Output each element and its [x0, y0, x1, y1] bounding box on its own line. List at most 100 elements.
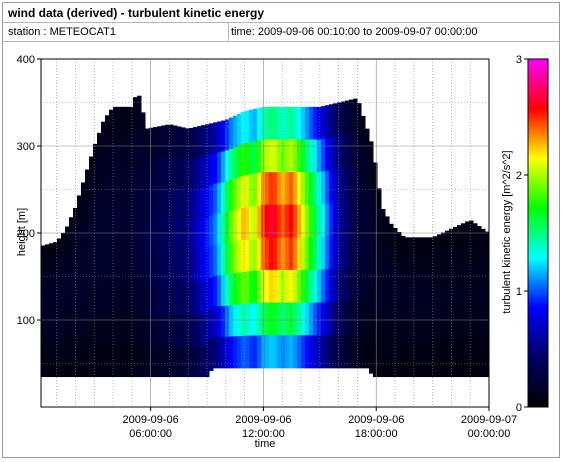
heatmap-cell — [249, 141, 254, 175]
heatmap-cell — [481, 339, 486, 359]
heatmap-cell — [265, 106, 270, 140]
heatmap-cell — [421, 341, 426, 360]
heatmap-cell — [161, 156, 166, 189]
heatmap-cell — [77, 263, 82, 287]
heatmap-cell — [313, 335, 318, 369]
heatmap-cell — [137, 306, 142, 342]
heatmap-cell — [153, 345, 158, 378]
heatmap-cell — [85, 221, 90, 248]
heatmap-cell — [297, 204, 302, 238]
heatmap-cell — [97, 224, 102, 256]
heatmap-cell — [229, 273, 234, 306]
heatmap-cell — [77, 195, 82, 219]
heatmap-cell — [213, 275, 218, 307]
heatmap-cell — [345, 234, 350, 269]
heatmap-cell — [293, 106, 298, 140]
heatmap-cell — [441, 304, 446, 324]
heatmap-cell — [181, 314, 186, 346]
heatmap-cell — [385, 296, 390, 318]
heatmap-cell — [281, 335, 286, 369]
heatmap-cell — [189, 221, 194, 253]
heatmap-cell — [381, 355, 386, 378]
heatmap-cell — [221, 151, 226, 183]
heatmap-cell — [61, 358, 66, 378]
heatmap-cell — [317, 204, 322, 238]
heatmap-cell — [53, 275, 58, 294]
heatmap-cell — [337, 168, 342, 203]
y-tick-label: 100 — [17, 315, 35, 327]
heatmap-cell — [217, 213, 222, 246]
heatmap-cell — [105, 213, 110, 247]
heatmap-cell — [241, 239, 246, 273]
heatmap-cell — [421, 306, 426, 325]
heatmap-cell — [117, 309, 122, 344]
heatmap-cell — [77, 285, 82, 310]
heatmap-cell — [373, 269, 378, 297]
heatmap-cell — [473, 338, 478, 358]
heatmap-cell — [85, 195, 90, 222]
heatmap-cell — [113, 174, 118, 209]
heatmap-cell — [185, 314, 190, 347]
heatmap-cell — [53, 258, 58, 277]
heatmap-cell — [233, 273, 238, 306]
heatmap-cell — [425, 237, 430, 256]
heatmap-cell — [189, 190, 194, 222]
heatmap-cell — [477, 320, 482, 340]
heatmap-cell — [377, 305, 382, 331]
heatmap-cell — [389, 357, 394, 378]
heatmap-cell — [69, 316, 74, 338]
heatmap-cell — [101, 121, 106, 155]
heatmap-cell — [101, 312, 106, 346]
heatmap-cell — [417, 289, 422, 308]
heatmap-cell — [133, 166, 138, 203]
heatmap-cell — [445, 321, 450, 341]
heatmap-cell — [105, 245, 110, 280]
heatmap-cell — [225, 119, 230, 151]
heatmap-cell — [105, 343, 110, 378]
heatmap-cell — [381, 250, 386, 273]
heatmap-cell — [69, 336, 74, 358]
heatmap-cell — [409, 306, 414, 325]
heatmap-cell — [245, 335, 250, 369]
heatmap-cell — [357, 268, 362, 303]
heatmap-cell — [185, 252, 190, 284]
heatmap-cell — [377, 353, 382, 378]
heatmap-cell — [337, 201, 342, 236]
heatmap-cell — [173, 282, 178, 315]
heatmap-cell — [97, 254, 102, 286]
heatmap-cell — [117, 342, 122, 378]
heatmap-cell — [101, 280, 106, 314]
heatmap-cell — [273, 237, 278, 271]
heatmap-cell — [433, 271, 438, 290]
heatmap-cell — [57, 324, 62, 343]
heatmap-cell — [121, 207, 126, 243]
heatmap-cell — [309, 269, 314, 304]
heatmap-cell — [445, 267, 450, 286]
heatmap-cell — [225, 181, 230, 214]
heatmap-cell — [153, 314, 158, 346]
heatmap-cell — [185, 190, 190, 222]
heatmap-cell — [389, 300, 394, 320]
heatmap-cell — [109, 276, 114, 311]
x-tick-label-date: 2009-09-07 — [461, 414, 517, 426]
heatmap-cell — [173, 251, 178, 283]
heatmap-cell — [481, 247, 486, 267]
heatmap-cell — [301, 139, 306, 173]
colorbar-tick-label: 0 — [516, 402, 522, 414]
heatmap-cell — [145, 283, 150, 316]
heatmap-cell — [357, 103, 362, 137]
heatmap-cell — [373, 323, 378, 351]
heatmap-cell — [41, 294, 46, 312]
heatmap-cell — [425, 272, 430, 291]
heatmap-cell — [337, 135, 342, 170]
heatmap-cell — [61, 340, 66, 360]
heatmap-cell — [49, 343, 54, 361]
heatmap-cell — [289, 237, 294, 271]
heatmap-cell — [413, 254, 418, 273]
heatmap-cell — [121, 342, 126, 378]
heatmap-cell — [385, 256, 390, 277]
heatmap-cell — [221, 120, 226, 152]
heatmap-cell — [309, 204, 314, 238]
heatmap-cell — [201, 125, 206, 158]
